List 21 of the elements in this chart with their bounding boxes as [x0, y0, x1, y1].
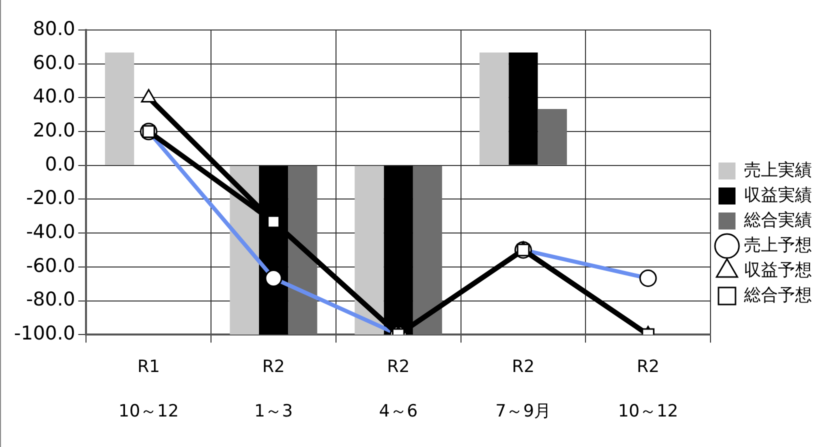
legend-label: 収益実績: [744, 185, 812, 206]
y-tick-label: -60.0: [26, 254, 76, 277]
y-tick-label: 80.0: [32, 18, 76, 40]
y-tick-label: 0.0: [45, 153, 76, 176]
legend-label: 総合予想: [743, 285, 812, 306]
category-label: R2 4～6: [379, 357, 418, 422]
category-label: R2 1～3: [254, 357, 293, 422]
category-label: R2 10～12: [618, 357, 678, 422]
y-tick-label: -40.0: [26, 221, 76, 244]
legend-label: 売上予想: [744, 235, 812, 256]
y-tick-label: -100.0: [14, 322, 76, 345]
y-tick-label: 20.0: [32, 119, 76, 142]
y-tick-label: -80.0: [26, 288, 76, 311]
y-tick-label: -20.0: [26, 187, 76, 210]
category-label: R1 10～12: [118, 357, 179, 422]
category-label: R2 7～9月: [495, 357, 552, 422]
legend-label: 収益予想: [744, 260, 812, 280]
y-tick-label: 40.0: [32, 86, 76, 108]
legend-label: 売上実績: [744, 160, 812, 180]
legend-label: 総合実績: [743, 210, 812, 230]
y-tick-label: 60.0: [32, 52, 76, 74]
